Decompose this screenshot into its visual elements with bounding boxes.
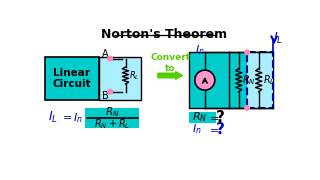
Bar — [189, 52, 273, 108]
Text: Norton's Theorem: Norton's Theorem — [101, 28, 227, 41]
Circle shape — [245, 50, 250, 55]
Text: B: B — [102, 91, 109, 101]
Text: $R_N$: $R_N$ — [242, 73, 255, 87]
Text: Linear
Circuit: Linear Circuit — [52, 68, 91, 89]
Bar — [45, 57, 99, 100]
Text: $= I_n$: $= I_n$ — [60, 111, 84, 125]
Text: $=$: $=$ — [207, 112, 220, 122]
Text: $I_L$: $I_L$ — [273, 31, 283, 46]
Text: $I_n$: $I_n$ — [192, 123, 201, 136]
Bar — [189, 112, 216, 123]
Circle shape — [245, 105, 250, 110]
FancyArrow shape — [158, 72, 182, 79]
Circle shape — [108, 56, 112, 61]
Text: $\mathbf{?}$: $\mathbf{?}$ — [215, 109, 225, 125]
Text: $R_L$: $R_L$ — [262, 73, 275, 87]
Text: $R_N$: $R_N$ — [105, 105, 120, 119]
Text: $\mathbf{?}$: $\mathbf{?}$ — [215, 121, 225, 137]
Bar — [85, 108, 140, 128]
Bar — [247, 52, 273, 108]
Text: $R_N + R_L$: $R_N + R_L$ — [94, 117, 131, 131]
Text: $=$: $=$ — [207, 124, 220, 134]
Circle shape — [108, 89, 112, 94]
Text: $R_N$: $R_N$ — [192, 110, 207, 124]
Text: $I_L$: $I_L$ — [49, 110, 59, 125]
Circle shape — [195, 70, 215, 90]
Text: $R_L$: $R_L$ — [129, 69, 139, 82]
Bar — [99, 57, 141, 100]
Text: $I_n$: $I_n$ — [195, 43, 205, 57]
Text: A: A — [102, 49, 109, 59]
Text: Convert
to: Convert to — [150, 53, 190, 73]
